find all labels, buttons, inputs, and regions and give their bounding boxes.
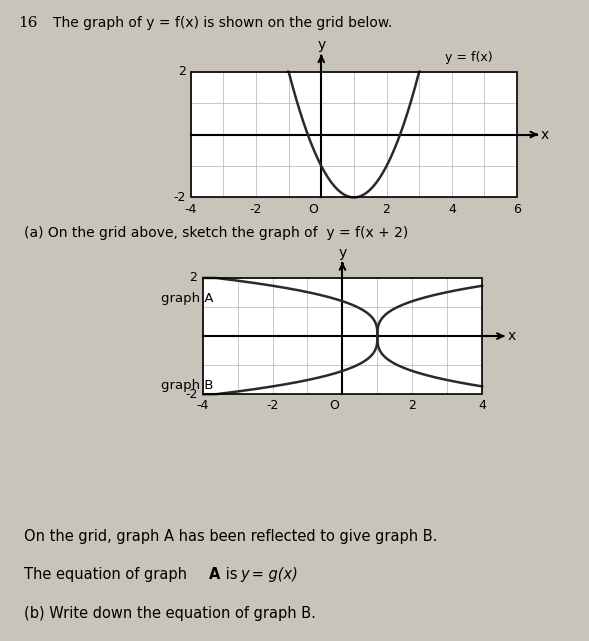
Text: -4: -4 [184,203,197,216]
Text: 2: 2 [383,203,391,216]
Text: -2: -2 [266,399,279,412]
Text: -2: -2 [173,191,186,204]
Text: is: is [221,567,242,582]
Text: y: y [317,38,325,52]
Text: 4: 4 [448,203,456,216]
Text: y = f(x): y = f(x) [445,51,493,63]
Text: -4: -4 [197,399,209,412]
Text: 6: 6 [513,203,521,216]
Text: 4: 4 [478,399,486,412]
Text: O: O [329,399,339,412]
Text: On the grid, graph A has been reflected to give graph B.: On the grid, graph A has been reflected … [24,529,437,544]
Text: graph A: graph A [161,292,213,304]
Bar [191,72,517,197]
Text: 2: 2 [178,65,186,78]
Text: The graph of y = f(x) is shown on the grid below.: The graph of y = f(x) is shown on the gr… [53,16,392,30]
Text: x: x [541,128,549,142]
Text: = g(x): = g(x) [247,567,298,582]
Text: O: O [308,203,318,216]
Text: -2: -2 [185,388,197,401]
Text: 2: 2 [190,271,197,285]
Text: y: y [338,246,346,260]
Text: 2: 2 [408,399,416,412]
Bar [203,278,482,394]
Text: x: x [508,329,516,343]
Text: -2: -2 [250,203,262,216]
Text: (a) On the grid above, sketch the graph of  y = f(x + 2): (a) On the grid above, sketch the graph … [24,226,408,240]
Text: The equation of graph: The equation of graph [24,567,191,582]
Text: 16: 16 [18,16,37,30]
Text: (b) Write down the equation of graph B.: (b) Write down the equation of graph B. [24,606,316,620]
Text: graph B: graph B [161,379,213,392]
Bar [191,72,517,197]
Text: y: y [240,567,249,582]
Bar [203,278,482,394]
Text: A: A [209,567,220,582]
